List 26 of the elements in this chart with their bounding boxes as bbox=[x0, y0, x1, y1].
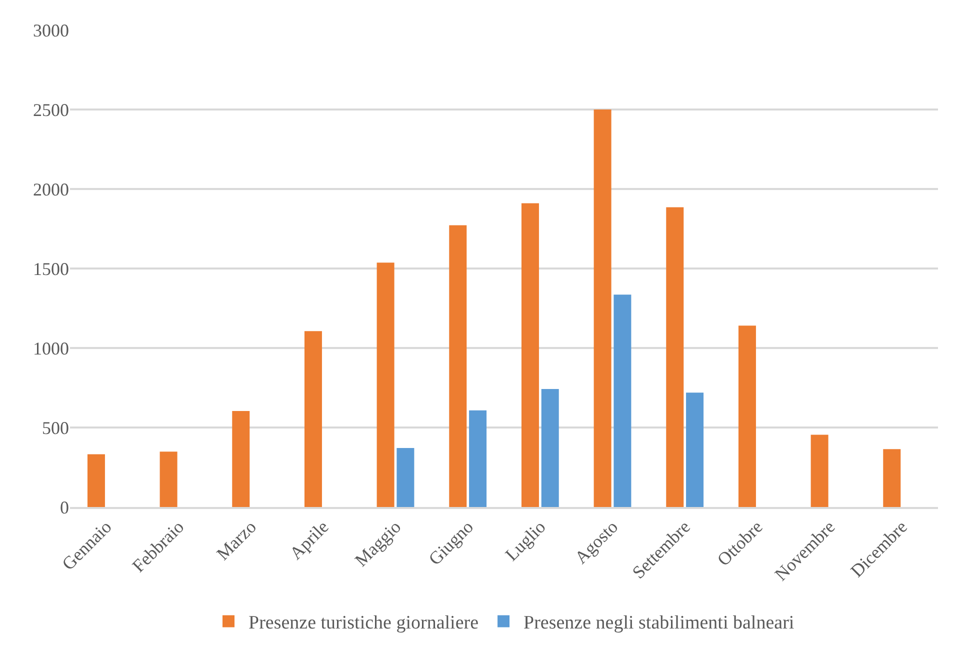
y-tick-label: 1000 bbox=[33, 338, 69, 358]
bar bbox=[396, 448, 414, 507]
y-tick-label: 2500 bbox=[33, 100, 69, 120]
bar bbox=[469, 410, 487, 507]
y-tick-label: 0 bbox=[60, 497, 69, 518]
y-tick-label: 3000 bbox=[33, 20, 69, 40]
bar bbox=[594, 110, 612, 507]
y-tick-label: 500 bbox=[42, 418, 69, 438]
legend-label: Presenze turistiche giornaliere bbox=[248, 612, 479, 634]
bar bbox=[304, 331, 322, 507]
bar bbox=[614, 294, 632, 507]
y-tick-label: 1500 bbox=[33, 258, 69, 279]
bar bbox=[541, 389, 559, 507]
bar bbox=[160, 452, 178, 507]
bar bbox=[449, 225, 467, 507]
bar bbox=[376, 262, 394, 507]
bar bbox=[738, 326, 756, 507]
legend-label: Presenze negli stabilimenti balneari bbox=[524, 612, 794, 634]
bar bbox=[666, 207, 684, 507]
bar bbox=[810, 434, 828, 507]
bar bbox=[883, 449, 901, 507]
y-tick-label: 2000 bbox=[33, 179, 69, 200]
bar bbox=[521, 203, 539, 507]
bar bbox=[686, 392, 704, 507]
bar bbox=[87, 454, 105, 507]
bar bbox=[232, 410, 250, 507]
